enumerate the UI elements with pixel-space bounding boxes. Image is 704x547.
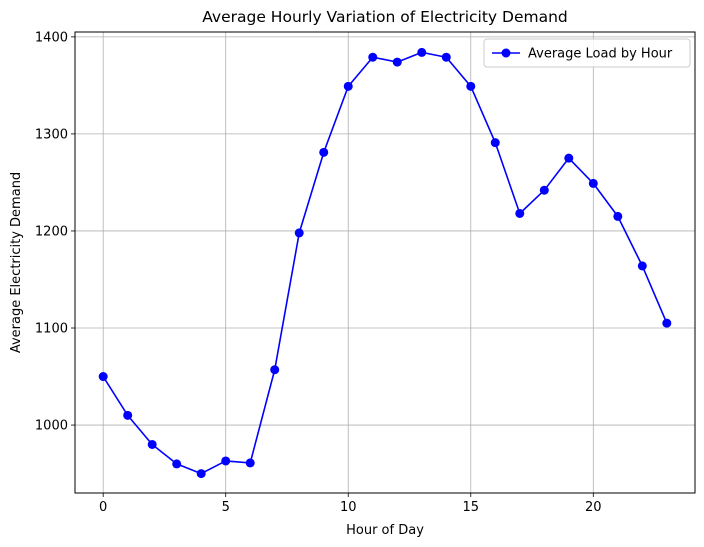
data-point — [613, 211, 623, 221]
data-point — [662, 318, 672, 328]
data-point — [490, 138, 500, 148]
data-point — [368, 52, 378, 62]
data-point — [343, 81, 353, 91]
legend-label: Average Load by Hour — [528, 47, 673, 62]
grid — [75, 32, 695, 493]
data-point — [294, 228, 304, 238]
data-point — [270, 365, 280, 375]
data-point — [221, 456, 231, 466]
y-tick-label: 1400 — [35, 30, 68, 45]
x-tick-label: 20 — [585, 500, 602, 515]
data-point — [392, 57, 402, 67]
data-point — [588, 178, 598, 188]
legend-marker — [501, 48, 511, 58]
series-layer — [98, 47, 672, 479]
legend: Average Load by Hour — [483, 38, 691, 68]
chart-title: Average Hourly Variation of Electricity … — [202, 8, 568, 26]
data-point — [196, 469, 206, 479]
data-point — [539, 185, 549, 195]
data-point — [417, 47, 427, 57]
data-point — [466, 81, 476, 91]
data-point — [637, 261, 647, 271]
data-point — [319, 147, 329, 157]
legend-box — [483, 38, 691, 68]
data-point — [564, 153, 574, 163]
x-axis-label: Hour of Day — [346, 523, 424, 538]
x-tick-label: 5 — [222, 500, 230, 515]
y-axis-ticks: 1000 1100 1200 1300 1400 — [35, 30, 75, 434]
x-tick-label: 10 — [340, 500, 357, 515]
x-axis-ticks: 0 5 10 15 20 — [99, 493, 602, 515]
plot-frame — [74, 31, 696, 494]
y-axis-label: Average Electricity Demand — [9, 172, 24, 353]
x-tick-label: 15 — [462, 500, 479, 515]
y-tick-label: 1000 — [35, 419, 68, 434]
x-tick-label: 0 — [99, 500, 107, 515]
data-point — [515, 208, 525, 218]
data-point — [98, 372, 108, 382]
data-point — [245, 458, 255, 468]
data-point — [147, 439, 157, 449]
data-point — [172, 459, 182, 469]
y-tick-label: 1300 — [35, 127, 68, 142]
y-tick-label: 1100 — [35, 322, 68, 337]
y-tick-label: 1200 — [35, 224, 68, 239]
data-point — [441, 52, 451, 62]
data-point — [123, 410, 133, 420]
